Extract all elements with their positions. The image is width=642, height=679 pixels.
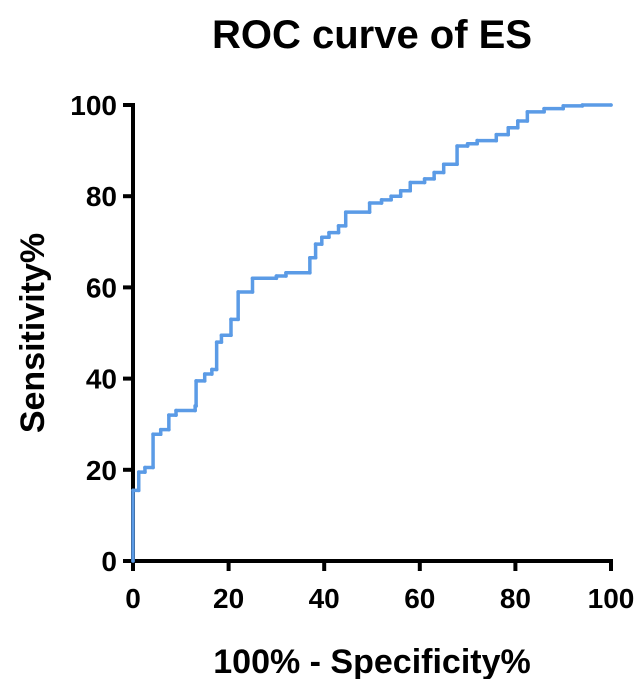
roc-curve-point <box>408 180 413 185</box>
roc-curve-point <box>336 230 341 235</box>
roc-curve-point <box>131 488 135 493</box>
roc-curve-point <box>408 188 413 193</box>
roc-curve-point <box>320 235 324 240</box>
roc-curve-point <box>455 162 459 167</box>
roc-curve-point <box>151 465 155 470</box>
roc-curve-point <box>214 367 219 372</box>
y-tick-label: 60 <box>86 272 117 303</box>
roc-curve-point <box>422 177 427 181</box>
roc-curve-point <box>167 413 171 417</box>
roc-curve-point <box>194 404 198 408</box>
roc-curve-point <box>210 372 214 376</box>
roc-curve-point <box>515 126 520 130</box>
roc-curve-point <box>274 274 279 278</box>
roc-curve-point <box>236 317 240 322</box>
roc-curve-point <box>561 104 565 108</box>
roc-curve-point <box>143 465 147 470</box>
roc-curve-point <box>441 162 446 167</box>
roc-curve-point <box>214 340 219 344</box>
roc-curve-point <box>229 333 233 338</box>
roc-curve-point <box>250 276 255 281</box>
roc-curve-point <box>525 110 530 114</box>
roc-curve-point <box>284 271 288 275</box>
roc-curve-point <box>210 367 214 372</box>
roc-curve-point <box>327 235 331 240</box>
roc-curve-point <box>506 126 511 130</box>
chart-title: ROC curve of ES <box>212 13 532 57</box>
roc-curve-point <box>343 210 348 214</box>
roc-curve-point <box>515 119 520 123</box>
roc-curve-point <box>313 242 318 246</box>
roc-curve-point <box>609 103 613 107</box>
roc-curve-point <box>525 119 530 123</box>
roc-curve-point <box>236 290 240 294</box>
x-axis-label: 100% - Specificity% <box>213 643 530 679</box>
roc-curve-point <box>494 132 499 137</box>
roc-curve-point <box>398 188 403 193</box>
roc-curve-point <box>174 413 178 417</box>
roc-curve-point <box>219 333 224 338</box>
roc-curve-point <box>367 201 372 205</box>
plot-area: 0 20 40 60 80 100 0 20 40 60 80 100 <box>70 90 634 614</box>
x-tick-label: 0 <box>125 583 141 614</box>
x-tick-label: 20 <box>213 583 244 614</box>
roc-curve-point <box>308 255 312 260</box>
y-axis-label: Sensitivity% <box>14 233 52 433</box>
roc-curve-point <box>320 242 324 246</box>
roc-curve-point <box>542 106 546 111</box>
roc-curve-point <box>336 224 341 228</box>
y-tick-label: 20 <box>86 455 117 486</box>
roc-curve-point <box>143 470 147 474</box>
roc-curve-point <box>131 559 135 563</box>
roc-curve-point <box>194 379 198 383</box>
roc-curve-point <box>158 432 163 437</box>
roc-curve-point <box>389 198 393 202</box>
roc-curve-point <box>475 138 479 143</box>
roc-curve-point <box>379 201 384 205</box>
roc-curve-point <box>202 372 207 376</box>
roc-curve-point <box>158 427 163 432</box>
roc-curve-point <box>284 274 288 278</box>
roc-curve-point <box>151 432 155 437</box>
roc-curve-point <box>174 408 178 413</box>
roc-curve-point <box>313 255 318 260</box>
y-tick-label: 100 <box>70 90 117 121</box>
roc-curve-point <box>379 198 384 202</box>
roc-curve-point <box>250 290 255 294</box>
roc-curve-point <box>561 106 565 111</box>
roc-curve-point <box>506 132 511 137</box>
roc-curve-point <box>219 340 224 344</box>
x-tick-label: 40 <box>309 583 340 614</box>
roc-curve-point <box>542 110 546 114</box>
roc-curve-point <box>202 379 207 383</box>
roc-curve-point <box>308 271 312 275</box>
roc-curve-point <box>475 141 479 146</box>
roc-curve-point <box>327 230 331 235</box>
y-tick-label: 40 <box>86 364 117 395</box>
roc-curve-point <box>494 138 499 143</box>
roc-curve-point <box>389 194 393 198</box>
x-tick-label: 60 <box>404 583 435 614</box>
roc-curve-point <box>193 408 197 413</box>
roc-curve-point <box>367 210 372 214</box>
y-tick-label: 0 <box>101 546 117 577</box>
roc-curve-point <box>580 103 585 107</box>
x-tick-label: 100 <box>588 583 635 614</box>
roc-curve-point <box>422 180 427 185</box>
roc-curve-point <box>432 170 436 175</box>
roc-curve-line <box>131 103 613 563</box>
roc-curve-point <box>398 194 403 198</box>
x-tick-label: 80 <box>500 583 531 614</box>
roc-curve-point <box>465 141 470 146</box>
y-tick-label: 80 <box>86 181 117 212</box>
roc-curve-point <box>136 470 141 474</box>
roc-curve-point <box>229 317 233 322</box>
roc-curve-point <box>167 427 171 432</box>
roc-curve-point <box>455 144 459 148</box>
roc-curve-point <box>343 224 348 228</box>
roc-curve-point <box>136 488 141 493</box>
roc-curve-point <box>432 177 436 181</box>
roc-curve-point <box>441 170 446 175</box>
